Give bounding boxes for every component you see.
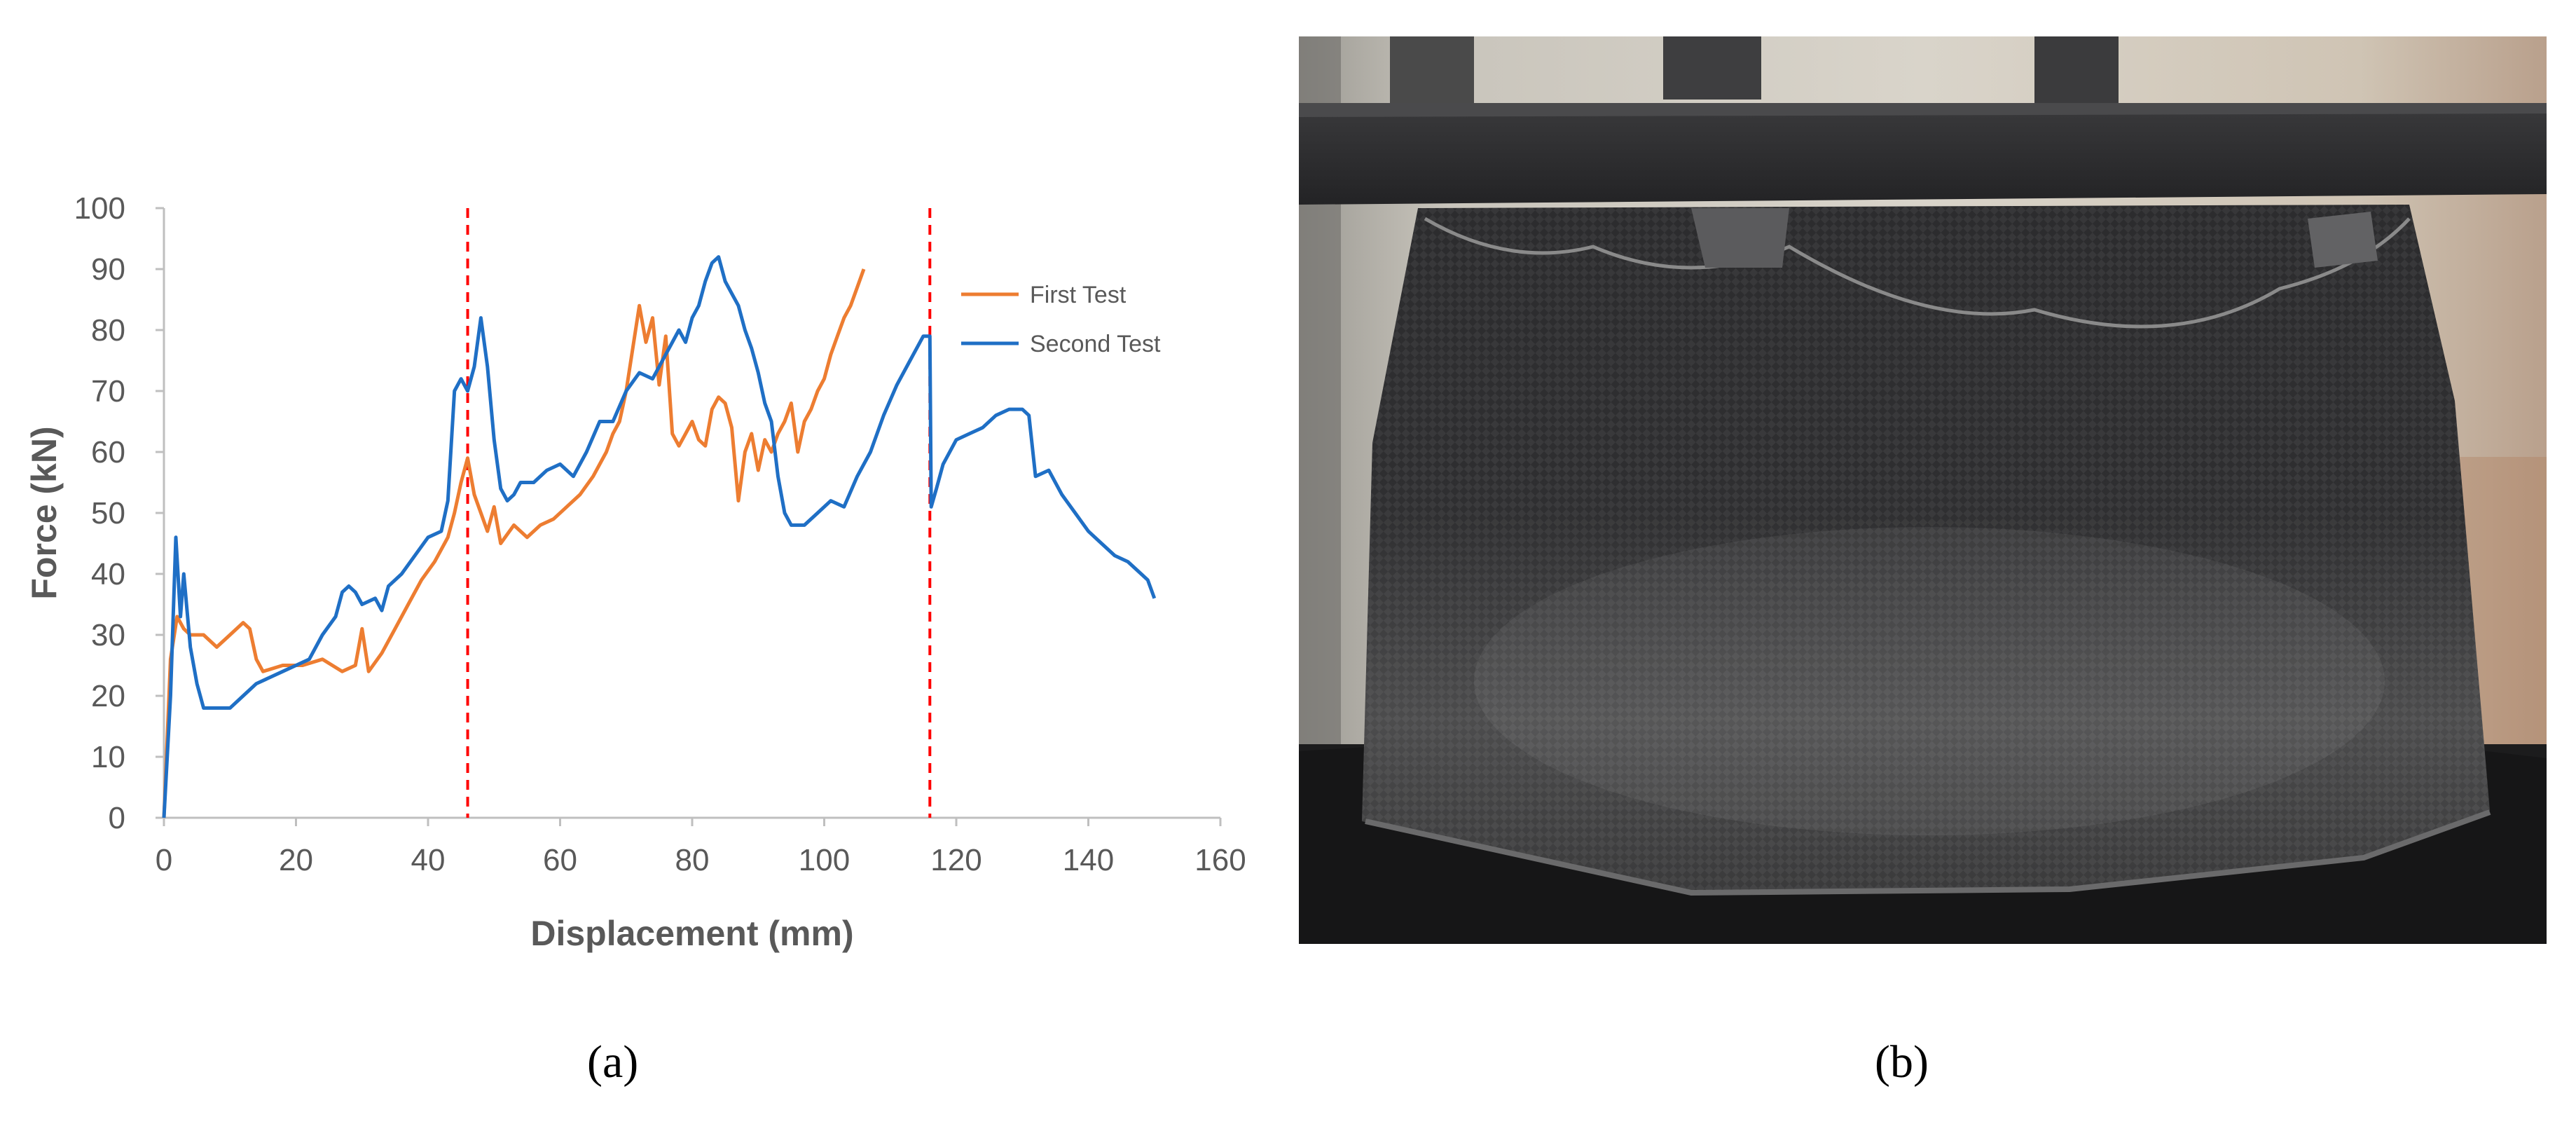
y-tick-label: 80 [91, 313, 125, 348]
series-lines [162, 255, 1157, 818]
photo-illustration [1299, 36, 2547, 944]
y-tick-label: 90 [91, 252, 125, 287]
chart-legend: First Test Second Test [961, 282, 1161, 357]
y-tick-label: 0 [109, 801, 125, 835]
x-tick-label: 60 [543, 843, 577, 877]
x-tick-label: 20 [279, 843, 313, 877]
y-tick-label: 20 [91, 679, 125, 713]
reference-lines [466, 208, 932, 818]
crushed-specimen-photo [1299, 36, 2547, 944]
series-line-second-test [162, 255, 1157, 818]
y-tick-label: 50 [91, 496, 125, 530]
x-tick-label: 160 [1194, 843, 1246, 877]
legend-label: First Test [1030, 282, 1127, 308]
caption-a: (a) [587, 1036, 639, 1088]
x-tick-label: 0 [156, 843, 172, 877]
y-tick-label: 30 [91, 618, 125, 652]
y-tick-label: 100 [74, 191, 125, 226]
caption-b: (b) [1875, 1036, 1929, 1088]
x-tick-label: 100 [799, 843, 850, 877]
y-tick-label: 10 [91, 740, 125, 774]
x-tick-label: 140 [1063, 843, 1114, 877]
force-displacement-chart: 0 20 40 60 80 100 120 140 160 0 10 20 30 40 50 60 70 80 9… [25, 191, 1246, 953]
y-tick-label: 70 [91, 374, 125, 409]
x-tick-label: 120 [930, 843, 982, 877]
x-ticks: 0 20 40 60 80 100 120 140 160 [156, 818, 1246, 877]
y-ticks: 0 10 20 30 40 50 60 70 80 90 100 [74, 191, 164, 835]
series-line-first-test [162, 268, 866, 818]
legend-label: Second Test [1030, 331, 1161, 357]
x-tick-label: 80 [675, 843, 710, 877]
y-tick-label: 40 [91, 557, 125, 591]
x-tick-label: 40 [411, 843, 446, 877]
y-tick-label: 60 [91, 435, 125, 470]
y-axis-title: Force (kN) [25, 426, 64, 599]
x-axis-title: Displacement (mm) [530, 914, 853, 953]
